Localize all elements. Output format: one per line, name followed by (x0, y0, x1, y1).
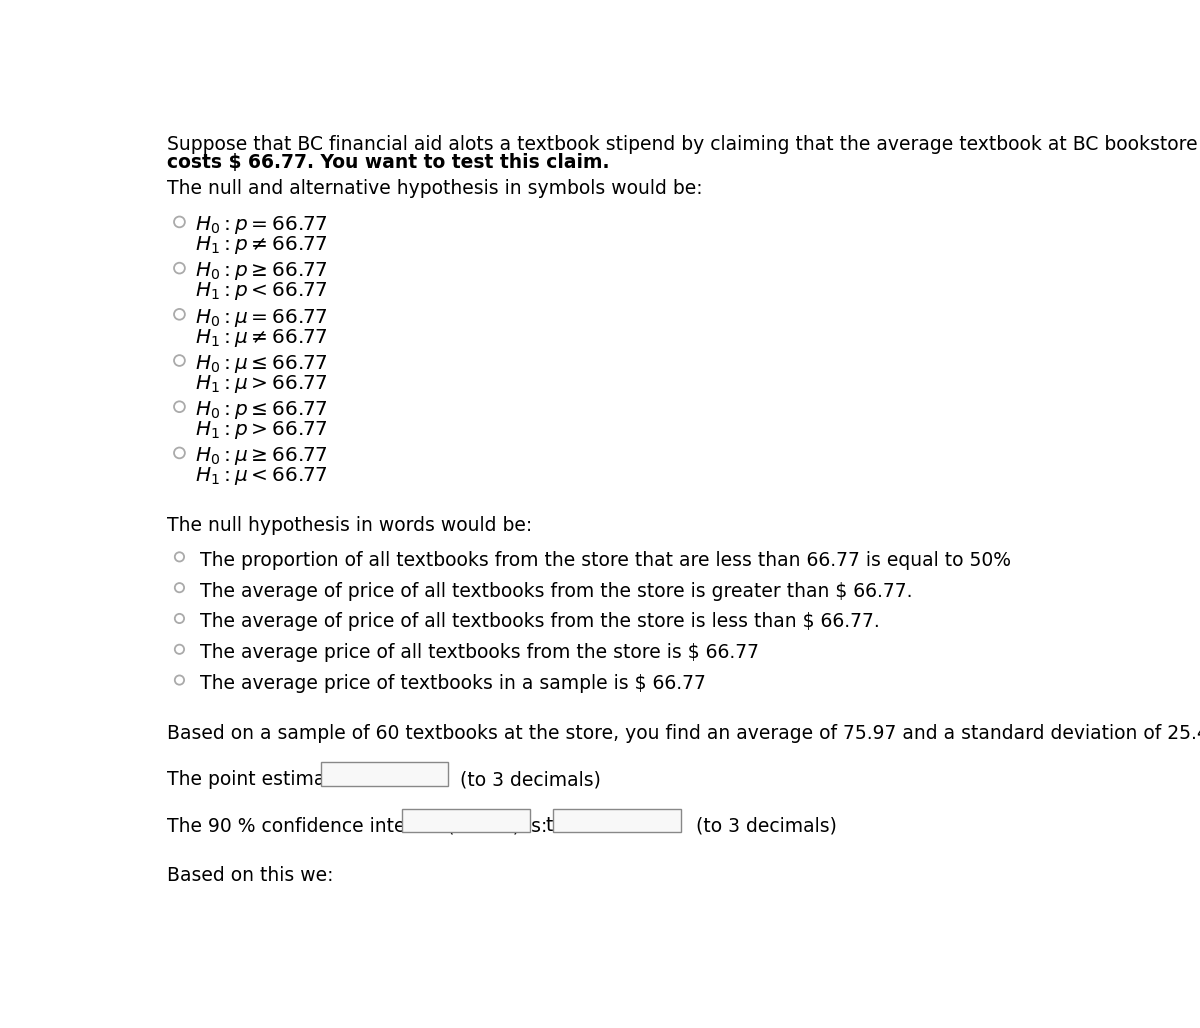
Text: costs $ 66.77. You want to test this claim.: costs $ 66.77. You want to test this cla… (167, 152, 610, 172)
Text: The average of price of all textbooks from the store is greater than $ 66.77.: The average of price of all textbooks fr… (200, 582, 913, 600)
Text: $H_0: \mu \leq 66.77$: $H_0: \mu \leq 66.77$ (194, 353, 328, 375)
Text: $H_1: \mu < 66.77$: $H_1: \mu < 66.77$ (194, 466, 328, 487)
Text: Suppose that BC financial aid alots a textbook stipend by claiming that the aver: Suppose that BC financial aid alots a te… (167, 135, 1198, 154)
Text: The null and alternative hypothesis in symbols would be:: The null and alternative hypothesis in s… (167, 179, 703, 197)
Text: Based on this we:: Based on this we: (167, 867, 334, 885)
Text: (to 3 decimals): (to 3 decimals) (460, 770, 601, 790)
Text: $H_1: p > 66.77$: $H_1: p > 66.77$ (194, 419, 328, 441)
Text: The proportion of all textbooks from the store that are less than 66.77 is equal: The proportion of all textbooks from the… (200, 551, 1012, 570)
Text: The average price of textbooks in a sample is $ 66.77: The average price of textbooks in a samp… (200, 674, 707, 693)
Text: The average of price of all textbooks from the store is less than $ 66.77.: The average of price of all textbooks fr… (200, 613, 880, 631)
Text: The null hypothesis in words would be:: The null hypothesis in words would be: (167, 516, 533, 535)
Text: $H_0: p = 66.77$: $H_0: p = 66.77$ (194, 214, 328, 236)
Text: $H_1: p \neq 66.77$: $H_1: p \neq 66.77$ (194, 234, 328, 256)
Text: to: to (545, 816, 564, 836)
Text: $H_1: \mu > 66.77$: $H_1: \mu > 66.77$ (194, 373, 328, 395)
Text: $H_0: p \leq 66.77$: $H_0: p \leq 66.77$ (194, 399, 328, 421)
Text: (to 3 decimals): (to 3 decimals) (696, 816, 838, 836)
Text: Based on a sample of 60 textbooks at the store, you find an average of 75.97 and: Based on a sample of 60 textbooks at the… (167, 724, 1200, 743)
Text: $H_0: \mu = 66.77$: $H_0: \mu = 66.77$ (194, 306, 328, 329)
Text: The average price of all textbooks from the store is $ 66.77: The average price of all textbooks from … (200, 644, 760, 662)
Text: $H_0: p \geq 66.77$: $H_0: p \geq 66.77$ (194, 260, 328, 283)
Text: $H_1: p < 66.77$: $H_1: p < 66.77$ (194, 281, 328, 302)
FancyBboxPatch shape (553, 809, 680, 832)
Text: The 90 % confidence interval (use z*) is:: The 90 % confidence interval (use z*) is… (167, 816, 547, 836)
Text: $H_0: \mu \geq 66.77$: $H_0: \mu \geq 66.77$ (194, 445, 328, 467)
FancyBboxPatch shape (320, 763, 449, 785)
Text: $H_1: \mu \neq 66.77$: $H_1: \mu \neq 66.77$ (194, 327, 328, 348)
Text: The point estimate is:: The point estimate is: (167, 770, 372, 790)
FancyBboxPatch shape (402, 809, 529, 832)
